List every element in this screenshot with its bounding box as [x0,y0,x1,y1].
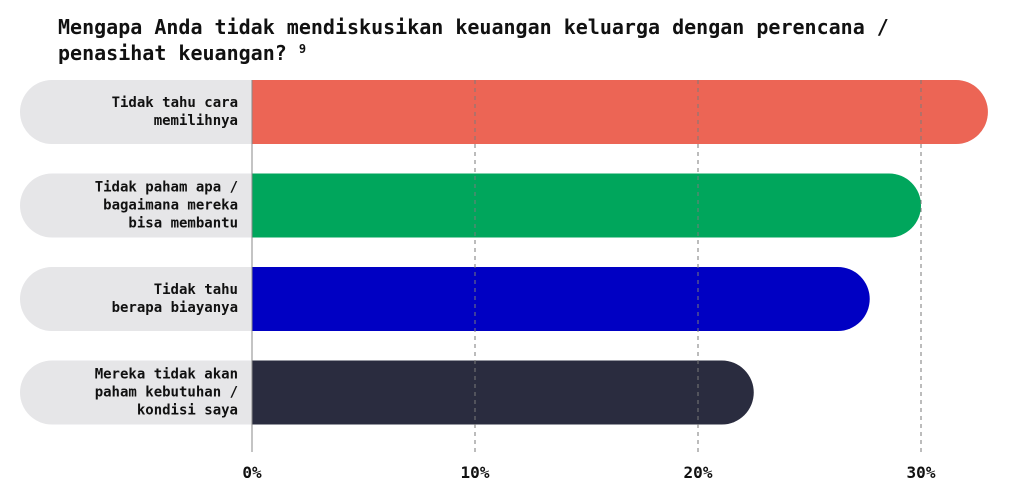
bar [252,267,870,331]
grid-group [251,80,922,452]
category-label-line: Tidak tahu [154,282,238,298]
x-tick-label: 0% [242,463,262,482]
category-labels-group: Tidak tahu cara memilihnya Tidak paham apa… [95,95,238,419]
bar [252,173,921,238]
tick-labels-group: 0% 10% 20% 30% [242,463,935,482]
category-label-line: memilihnya [154,113,238,129]
category-label-line: paham kebutuhan / [95,385,238,401]
category-label: Tidak tahu berapa biayanya [112,282,238,316]
category-label: Mereka tidak akan paham kebutuhan / kondis… [95,367,238,419]
chart-title-text: Mengapa Anda tidak mendiskusikan keuanga… [58,15,889,65]
bar [252,360,754,425]
x-tick-label: 10% [461,463,490,482]
category-label: Tidak paham apa / bagaimana mereka bisa me… [95,180,238,232]
category-label-line: bagaimana mereka [103,198,238,214]
category-label-line: berapa biayanya [112,300,238,316]
category-label-line: Mereka tidak akan [95,367,238,383]
bar [252,80,988,144]
chart-title: Mengapa Anda tidak mendiskusikan keuanga… [58,14,958,66]
bars-group [20,80,988,425]
title-footnote: 9 [298,42,307,56]
category-label-line: kondisi saya [137,403,238,419]
category-label: Tidak tahu cara memilihnya [112,95,238,129]
category-label-line: Tidak paham apa / [95,180,238,196]
x-tick-label: 30% [907,463,936,482]
category-label-line: Tidak tahu cara [112,95,238,111]
x-tick-label: 20% [684,463,713,482]
category-label-line: bisa membantu [128,216,238,232]
